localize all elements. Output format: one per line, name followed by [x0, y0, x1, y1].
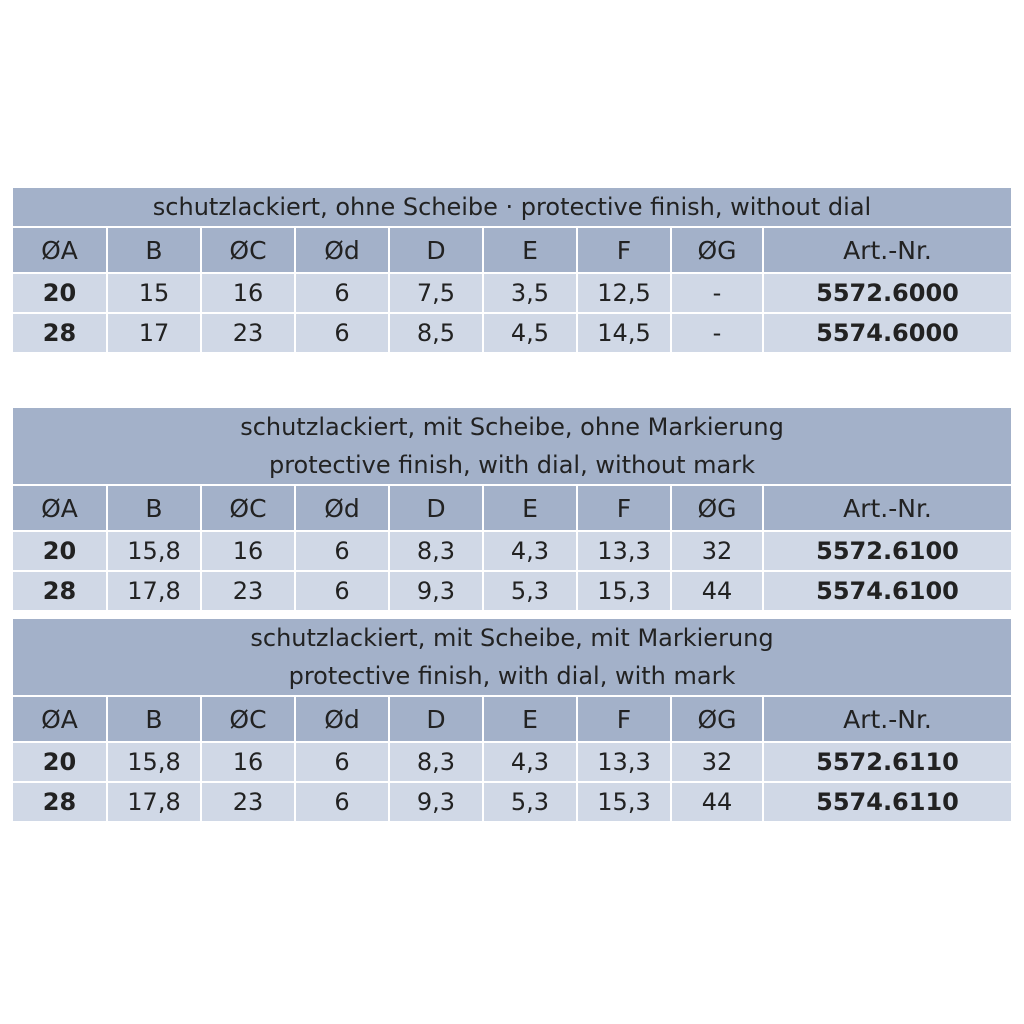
column-header: ØA	[13, 697, 106, 741]
column-header: Art.-Nr.	[764, 697, 1011, 741]
table-cell: 28	[13, 783, 106, 821]
table-cell: 8,3	[390, 532, 482, 570]
column-header: Art.-Nr.	[764, 486, 1011, 530]
column-header: B	[108, 697, 200, 741]
column-header: ØG	[672, 228, 762, 272]
column-header: Ød	[296, 697, 388, 741]
table-cell: 23	[202, 314, 294, 352]
table-cell: 15,3	[578, 572, 670, 610]
table-cell: 5572.6000	[764, 274, 1011, 312]
column-header: ØC	[202, 228, 294, 272]
table-cell: 16	[202, 532, 294, 570]
column-header: D	[390, 486, 482, 530]
table-cell: 6	[296, 783, 388, 821]
column-header: B	[108, 228, 200, 272]
table-cell: 15,3	[578, 783, 670, 821]
column-header: F	[578, 228, 670, 272]
title-line: schutzlackiert, ohne Scheibe · protectiv…	[152, 193, 872, 221]
table-cell: 6	[296, 532, 388, 570]
table-cell: 6	[296, 743, 388, 781]
table-cell: 16	[202, 274, 294, 312]
table-cell: 13,3	[578, 532, 670, 570]
table-cell: 23	[202, 783, 294, 821]
table-cell: 17	[108, 314, 200, 352]
table-cell: 17,8	[108, 783, 200, 821]
table-cell: 15,8	[108, 743, 200, 781]
title-line: protective finish, with dial, without ma…	[268, 451, 756, 479]
table-cell: 8,3	[390, 743, 482, 781]
table-cell: 20	[13, 743, 106, 781]
table-cell: 9,3	[390, 572, 482, 610]
table-cell: 4,3	[484, 743, 576, 781]
table-cell: 6	[296, 572, 388, 610]
title-line: schutzlackiert, mit Scheibe, mit Markier…	[250, 624, 774, 652]
table-cell: 7,5	[390, 274, 482, 312]
table-cell: 4,3	[484, 532, 576, 570]
table-grid: ØA B ØC Ød D E F ØG Art.-Nr. 20 15,8 16 6 8,3 4,3 13,3 3…	[13, 486, 1011, 610]
title-line: schutzlackiert, mit Scheibe, ohne Markie…	[240, 413, 784, 441]
table-2: schutzlackiert, mit Scheibe, ohne Markie…	[13, 408, 1011, 610]
table-cell: 23	[202, 572, 294, 610]
table-cell: 9,3	[390, 783, 482, 821]
table-cell: 6	[296, 274, 388, 312]
table-cell: 13,3	[578, 743, 670, 781]
column-header: B	[108, 486, 200, 530]
table-cell: 6	[296, 314, 388, 352]
table-cell: -	[672, 314, 762, 352]
column-header: Ød	[296, 228, 388, 272]
table-cell: 14,5	[578, 314, 670, 352]
column-header: ØC	[202, 697, 294, 741]
table-cell: 15	[108, 274, 200, 312]
table-cell: 5574.6110	[764, 783, 1011, 821]
table-cell: 28	[13, 572, 106, 610]
column-header: E	[484, 486, 576, 530]
table-cell: 5,3	[484, 783, 576, 821]
column-header: ØG	[672, 486, 762, 530]
column-header: E	[484, 228, 576, 272]
table-3: schutzlackiert, mit Scheibe, mit Markier…	[13, 619, 1011, 821]
table-cell: 28	[13, 314, 106, 352]
table-cell: 5572.6100	[764, 532, 1011, 570]
column-header: ØA	[13, 228, 106, 272]
table-grid: ØA B ØC Ød D E F ØG Art.-Nr. 20 15,8 16 6 8,3 4,3 13,3 3…	[13, 697, 1011, 821]
table-cell: 5572.6110	[764, 743, 1011, 781]
table-cell: 4,5	[484, 314, 576, 352]
column-header: E	[484, 697, 576, 741]
column-header: ØA	[13, 486, 106, 530]
table-cell: 16	[202, 743, 294, 781]
table-cell: 44	[672, 572, 762, 610]
table-title: schutzlackiert, ohne Scheibe · protectiv…	[13, 188, 1011, 226]
table-cell: 3,5	[484, 274, 576, 312]
column-header: ØG	[672, 697, 762, 741]
table-grid: ØA B ØC Ød D E F ØG Art.-Nr. 20 15 16 6 7,5 3,5 12,5-55…	[13, 228, 1011, 352]
table-cell: 44	[672, 783, 762, 821]
column-header: ØC	[202, 486, 294, 530]
table-cell: 20	[13, 274, 106, 312]
column-header: Art.-Nr.	[764, 228, 1011, 272]
column-header: F	[578, 486, 670, 530]
title-line: protective finish, with dial, with mark	[288, 662, 736, 690]
table-title: schutzlackiert, mit Scheibe, mit Markier…	[13, 619, 1011, 695]
table-cell: 5574.6100	[764, 572, 1011, 610]
table-cell: 12,5	[578, 274, 670, 312]
table-title: schutzlackiert, mit Scheibe, ohne Markie…	[13, 408, 1011, 484]
table-cell: 32	[672, 743, 762, 781]
table-cell: 17,8	[108, 572, 200, 610]
table-cell: 5,3	[484, 572, 576, 610]
table-cell: 8,5	[390, 314, 482, 352]
table-1: schutzlackiert, ohne Scheibe · protectiv…	[13, 188, 1011, 352]
column-header: F	[578, 697, 670, 741]
table-cell: 15,8	[108, 532, 200, 570]
table-cell: 20	[13, 532, 106, 570]
table-cell: 32	[672, 532, 762, 570]
table-cell: -	[672, 274, 762, 312]
column-header: D	[390, 228, 482, 272]
table-cell: 5574.6000	[764, 314, 1011, 352]
column-header: D	[390, 697, 482, 741]
column-header: Ød	[296, 486, 388, 530]
